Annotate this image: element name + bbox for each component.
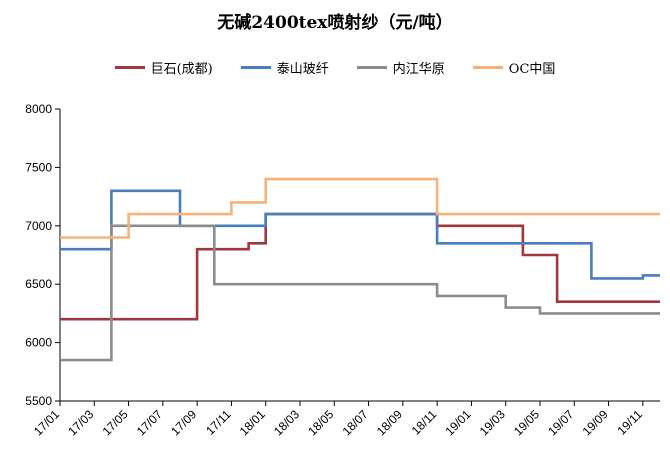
x-tick-label: 19/11 [614, 407, 645, 438]
x-tick-label: 18/03 [271, 407, 302, 438]
x-tick-label: 19/01 [442, 407, 473, 438]
x-tick-label: 17/05 [100, 407, 131, 438]
legend-swatch-taishan [240, 66, 271, 69]
chart-legend: 巨石(成都) 泰山玻纤 内江华原 OC中国 [0, 58, 670, 77]
x-tick-label: 17/01 [31, 407, 62, 438]
series-line-neijiang [60, 224, 660, 362]
legend-swatch-jushi [114, 66, 145, 69]
legend-label-oc: OC中国 [508, 62, 556, 77]
y-tick-label: 5500 [25, 394, 52, 408]
legend-swatch-neijiang [356, 66, 387, 69]
x-tick-label: 18/07 [340, 407, 371, 438]
x-tick-label: 19/09 [580, 407, 611, 438]
legend-label-taishan: 泰山玻纤 [276, 62, 329, 77]
x-tick-label: 17/03 [65, 407, 96, 438]
x-tick-label: 18/01 [237, 407, 268, 438]
legend-item-neijiang: 内江华原 [356, 58, 445, 77]
x-tick-label: 19/03 [477, 407, 508, 438]
x-tick-label: 17/09 [168, 407, 199, 438]
y-tick-label: 7500 [25, 160, 52, 174]
series-line-oc [60, 177, 660, 239]
x-tick-label: 18/11 [409, 407, 440, 438]
y-tick-label: 6500 [25, 277, 52, 291]
y-tick-label: 7000 [25, 219, 52, 233]
y-tick-label: 8000 [25, 102, 52, 116]
x-tick-label: 19/07 [545, 407, 576, 438]
legend-swatch-oc [472, 66, 503, 69]
x-tick-label: 17/07 [134, 407, 165, 438]
series-line-jushi [60, 212, 660, 321]
y-tick-label: 6000 [25, 336, 52, 350]
x-tick-label: 19/05 [511, 407, 542, 438]
legend-item-taishan: 泰山玻纤 [240, 58, 329, 77]
x-tick-label: 18/09 [374, 407, 405, 438]
chart-title: 无碱2400tex喷射纱（元/吨） [217, 13, 453, 33]
legend-label-jushi: 巨石(成都) [150, 62, 213, 77]
x-tick-label: 18/05 [305, 407, 336, 438]
series-line-taishan [60, 189, 660, 280]
legend-item-jushi: 巨石(成都) [114, 58, 213, 77]
legend-item-oc: OC中国 [472, 58, 556, 77]
x-tick-label: 17/11 [203, 407, 234, 438]
legend-label-neijiang: 内江华原 [392, 62, 445, 77]
